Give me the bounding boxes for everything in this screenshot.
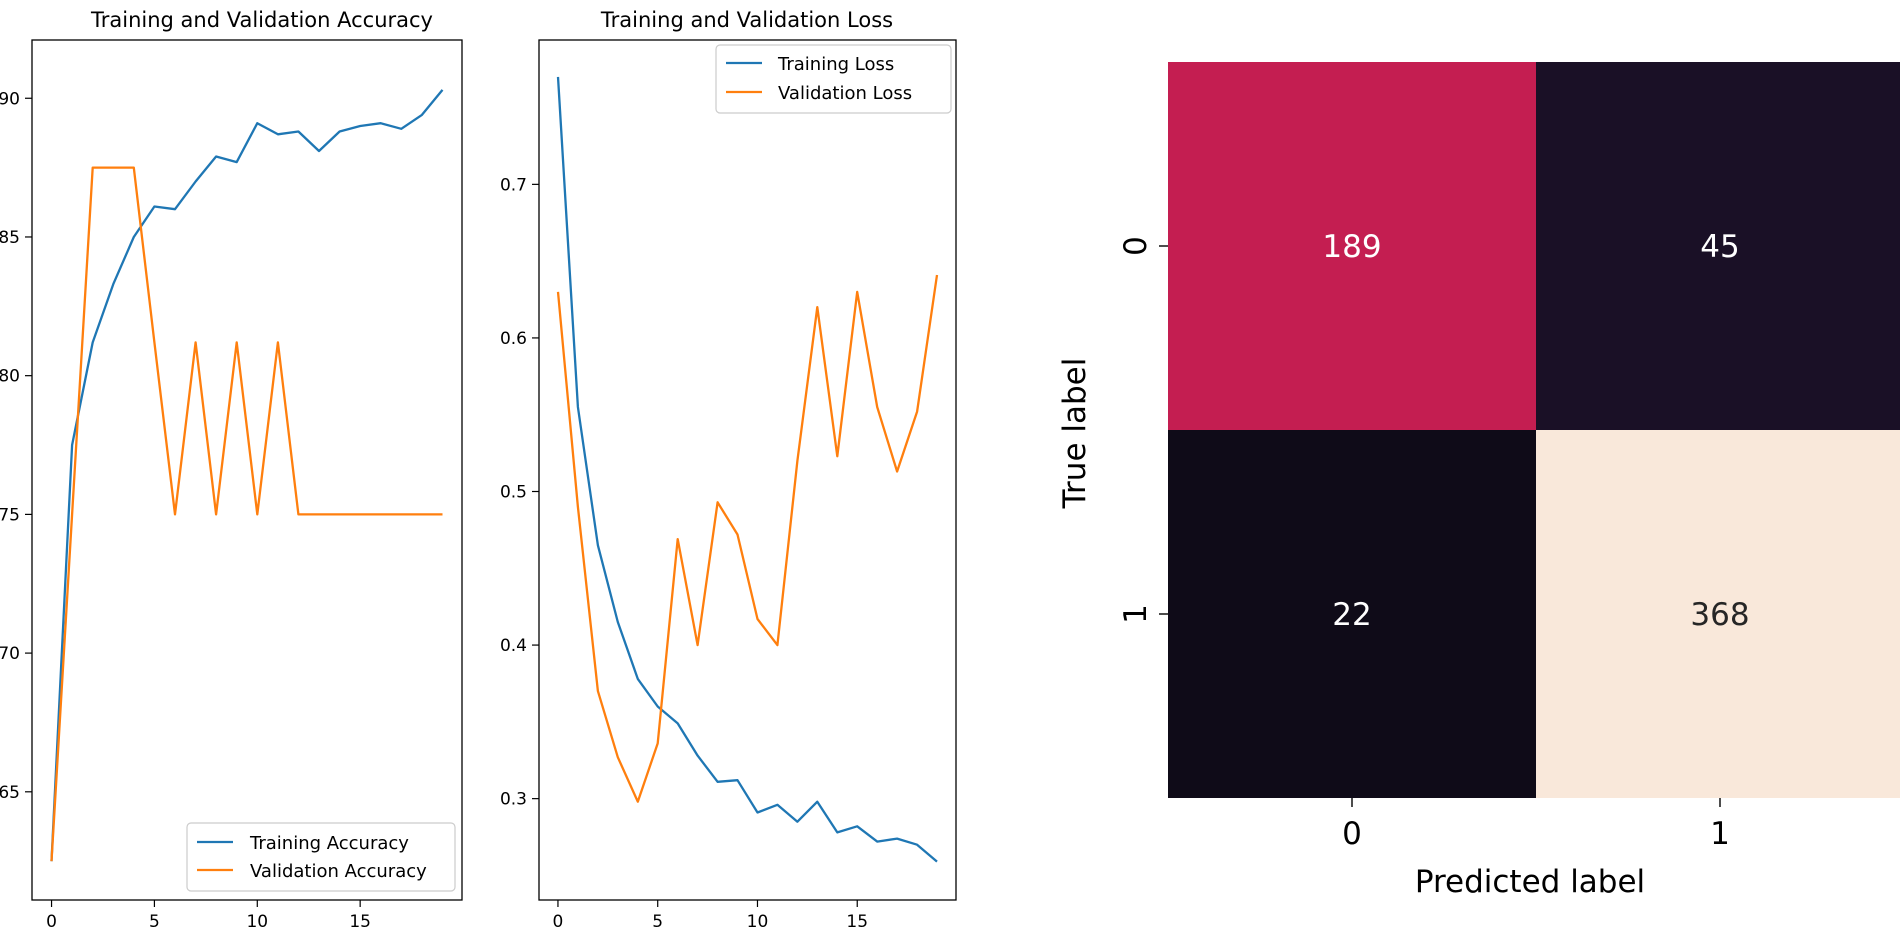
loss-ytick-label: 0.6 — [500, 329, 527, 349]
loss-ytick-label: 0.4 — [500, 636, 527, 656]
cm-xtick-label: 1 — [1710, 816, 1730, 852]
accuracy-legend-box — [186, 822, 456, 892]
cm-xtick-label: 0 — [1342, 816, 1362, 852]
accuracy-xtick-label: 10 — [246, 912, 268, 932]
accuracy-ytick-label: 0.90 — [0, 89, 20, 109]
accuracy-xtick-label: 5 — [149, 912, 160, 932]
loss-ytick-label: 0.7 — [500, 175, 527, 195]
cm-ytick-label: 0 — [1118, 236, 1154, 256]
loss-legend-label-validation: Validation Loss — [778, 83, 912, 104]
loss-plot-area — [556, 76, 939, 863]
loss-line-validation — [556, 274, 939, 803]
accuracy-legend: Training Accuracy Validation Accuracy — [186, 822, 456, 892]
cm-cell-1-1 — [1536, 430, 1900, 798]
confusion-matrix: 189 45 22 368 0 1 0 1 Predicted label True lab… — [1057, 62, 1900, 900]
cm-cell-value-0-0: 189 — [1322, 229, 1381, 265]
loss-xtick-label: 10 — [747, 912, 769, 932]
cm-cell-0-1 — [1536, 62, 1900, 430]
accuracy-xtick-label: 0 — [46, 912, 57, 932]
accuracy-ytick-label: 0.70 — [0, 644, 20, 664]
accuracy-ytick-label: 0.85 — [0, 228, 20, 248]
loss-legend: Training Loss Validation Loss — [715, 44, 952, 114]
accuracy-plot-area — [50, 89, 444, 862]
cm-ytick-label: 1 — [1118, 604, 1154, 624]
loss-axes-frame — [538, 39, 957, 901]
loss-xtick-label: 15 — [846, 912, 868, 932]
cm-cell-value-1-1: 368 — [1690, 597, 1749, 633]
loss-legend-box — [715, 44, 952, 114]
confusion-matrix-cells: 189 45 22 368 — [1168, 62, 1900, 798]
cm-ylabel: True label — [1057, 358, 1093, 510]
cm-cell-value-1-0: 22 — [1332, 597, 1371, 633]
accuracy-axes-frame — [31, 39, 463, 901]
cm-cell-1-0 — [1168, 430, 1536, 798]
accuracy-legend-label-training: Training Accuracy — [249, 833, 409, 854]
accuracy-chart: Training and Validation Accuracy 0510150… — [0, 8, 463, 932]
accuracy-ytick-label: 0.80 — [0, 367, 20, 387]
cm-cell-0-0 — [1168, 62, 1536, 430]
confusion-matrix-ticks: 0 1 0 1 — [1118, 236, 1730, 852]
loss-title: Training and Validation Loss — [600, 8, 893, 32]
loss-chart: Training and Validation Loss 0 5 10 15 0.3 0.… — [500, 8, 957, 932]
loss-line-training — [556, 76, 938, 863]
accuracy-line-training — [50, 89, 444, 862]
accuracy-title: Training and Validation Accuracy — [90, 8, 433, 32]
loss-ytick-label: 0.3 — [500, 790, 527, 810]
cm-cell-value-0-1: 45 — [1700, 229, 1739, 265]
accuracy-legend-label-validation: Validation Accuracy — [250, 861, 427, 882]
cm-xlabel: Predicted label — [1415, 864, 1645, 900]
loss-ticks: 0 5 10 15 0.3 0.4 0.5 0.6 0.7 — [500, 175, 868, 932]
loss-ytick-label: 0.5 — [500, 483, 527, 503]
accuracy-ticks: 0 5 10 15 0.65 0.70 0.75 0.80 0.85 0.90 — [0, 89, 371, 932]
accuracy-ytick-label: 0.75 — [0, 505, 20, 525]
loss-xtick-label: 0 — [553, 912, 564, 932]
accuracy-xtick-label: 15 — [349, 912, 371, 932]
loss-legend-label-training: Training Loss — [777, 54, 894, 75]
loss-xtick-label: 5 — [652, 912, 663, 932]
accuracy-line-validation — [50, 166, 443, 862]
accuracy-ytick-label: 0.65 — [0, 783, 20, 803]
